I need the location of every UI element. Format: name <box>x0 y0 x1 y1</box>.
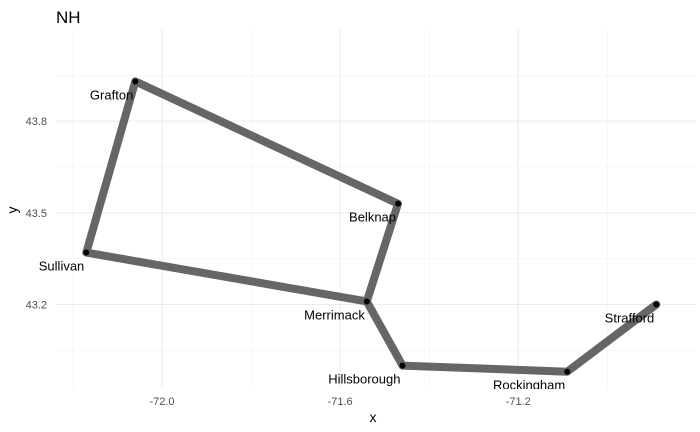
point-label-hillsborough: Hillsborough <box>328 372 400 387</box>
series-line-1 <box>82 77 402 306</box>
x-tick-label: -72.0 <box>149 396 174 408</box>
x-tick-labels: -72.0 -71.6 -71.2 <box>149 396 530 408</box>
x-tick-label: -71.6 <box>328 396 353 408</box>
x-axis-title: x <box>370 409 377 425</box>
point-grafton <box>132 78 139 85</box>
x-tick-label: -71.2 <box>506 396 531 408</box>
series-line-2 <box>362 297 661 376</box>
y-axis-title: y <box>4 207 20 214</box>
point-labels: Grafton Belknap Merrimack Sullivan Hillsboro… <box>39 87 655 393</box>
point-rockingham <box>564 368 571 375</box>
chart-title: NH <box>56 8 81 27</box>
point-label-rockingham: Rockingham <box>493 378 565 393</box>
point-label-grafton: Grafton <box>90 87 133 102</box>
grid <box>56 28 696 389</box>
point-sullivan <box>83 249 90 256</box>
y-tick-label: 43.5 <box>26 208 47 220</box>
y-tick-label: 43.2 <box>26 300 47 312</box>
point-label-merrimack: Merrimack <box>304 307 365 322</box>
point-label-strafford: Strafford <box>605 311 655 326</box>
point-label-belknap: Belknap <box>349 210 396 225</box>
point-merrimack <box>363 298 370 305</box>
y-tick-label: 43.8 <box>26 116 47 128</box>
point-label-sullivan: Sullivan <box>39 259 85 274</box>
point-strafford <box>653 301 660 308</box>
point-belknap <box>395 200 402 207</box>
y-tick-labels: 43.2 43.5 43.8 <box>26 116 47 311</box>
point-hillsborough <box>399 362 406 369</box>
series-points <box>83 78 660 375</box>
series-lines <box>82 77 661 376</box>
